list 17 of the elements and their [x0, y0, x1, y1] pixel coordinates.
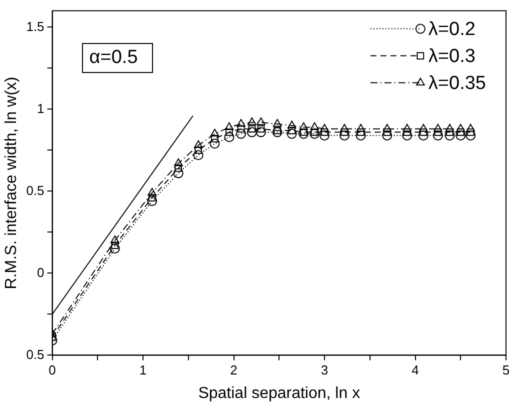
- x-tick-label: 3: [320, 362, 328, 378]
- x-tick-label: 5: [502, 362, 510, 378]
- y-axis-title: R.M.S. interface width, ln w(x): [3, 76, 20, 290]
- legend-label: λ=0.3: [428, 46, 476, 68]
- y-tick-label: 0.5: [26, 346, 44, 362]
- x-tick-label: 4: [412, 362, 419, 378]
- y-tick-label: 1: [37, 100, 44, 116]
- y-tick-label: 1.5: [26, 18, 44, 34]
- legend-label: λ=0.35: [428, 73, 486, 94]
- annotation: α=0.5: [82, 42, 153, 73]
- x-tick-label: 0: [48, 362, 56, 378]
- y-tick-label: 0.5: [26, 182, 44, 198]
- x-tick-label: 2: [230, 362, 238, 378]
- legend-label: λ=0.2: [428, 19, 476, 40]
- x-axis-title: Spatial separation, ln x: [198, 384, 360, 402]
- y-tick-label: 0: [37, 264, 44, 280]
- x-tick-label: 1: [139, 362, 147, 378]
